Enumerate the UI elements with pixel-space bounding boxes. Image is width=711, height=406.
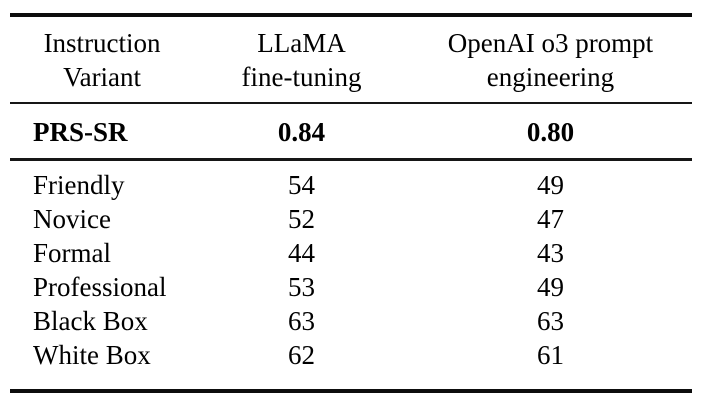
value-openai: 49 <box>536 170 564 200</box>
value-openai: 63 <box>536 306 564 336</box>
row-label: Formal <box>33 238 111 268</box>
table-row-white-box: White Box 62 61 <box>10 338 692 372</box>
row-label: Professional <box>33 272 167 302</box>
row-label: Friendly <box>33 170 125 200</box>
row-label: Black Box <box>33 306 148 336</box>
header-line: Instruction <box>43 28 161 58</box>
row-label: White Box <box>33 340 151 370</box>
header-line: OpenAI o3 prompt <box>447 28 654 58</box>
header-line: LLaMA <box>257 28 346 58</box>
table-row-prs-sr: PRS-SR 0.84 0.80 <box>10 104 692 161</box>
value-openai: 61 <box>536 340 564 370</box>
header-line: fine-tuning <box>241 62 362 92</box>
value-llama: 54 <box>288 170 316 200</box>
row-label: PRS-SR <box>33 117 128 147</box>
column-header-instruction-variant: Instruction Variant <box>10 26 194 94</box>
value-openai: 43 <box>536 238 564 268</box>
table-row-black-box: Black Box 63 63 <box>10 304 692 338</box>
header-line: Variant <box>63 62 142 92</box>
table-row-formal: Formal 44 43 <box>10 236 692 270</box>
value-llama: 44 <box>288 238 316 268</box>
table-body: Friendly 54 49 Novice 52 47 Formal 44 43… <box>10 161 692 389</box>
value-openai: 49 <box>536 272 564 302</box>
table-row-friendly: Friendly 54 49 <box>10 168 692 202</box>
value-llama: 53 <box>288 272 316 302</box>
value-llama: 0.84 <box>277 117 326 147</box>
value-openai: 47 <box>536 204 564 234</box>
value-llama: 63 <box>288 306 316 336</box>
row-label: Novice <box>33 204 111 234</box>
table-row-professional: Professional 53 49 <box>10 270 692 304</box>
value-llama: 62 <box>288 340 316 370</box>
column-header-openai-o3-prompt-engineering: OpenAI o3 prompt engineering <box>409 26 692 94</box>
column-header-llama-fine-tuning: LLaMA fine-tuning <box>194 26 409 94</box>
results-table: Instruction Variant LLaMA fine-tuning Op… <box>10 13 692 393</box>
table-row-novice: Novice 52 47 <box>10 202 692 236</box>
value-llama: 52 <box>288 204 316 234</box>
value-openai: 0.80 <box>526 117 575 147</box>
table-header-row: Instruction Variant LLaMA fine-tuning Op… <box>10 17 692 104</box>
header-line: engineering <box>486 62 615 92</box>
